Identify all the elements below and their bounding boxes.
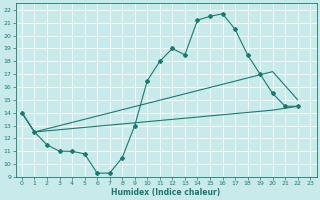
X-axis label: Humidex (Indice chaleur): Humidex (Indice chaleur) [111, 188, 221, 197]
